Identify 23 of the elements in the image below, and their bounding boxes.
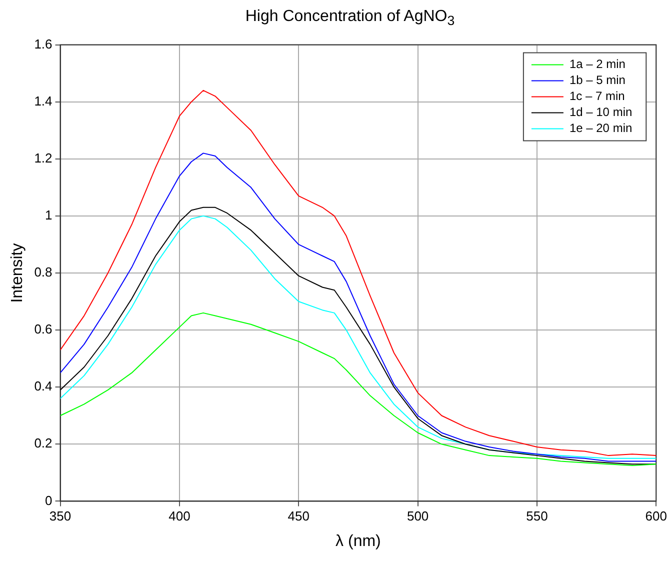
legend-label: 1e – 20 min <box>569 121 632 136</box>
y-tick-label: 1 <box>45 208 52 223</box>
x-axis-title: λ (nm) <box>336 532 381 550</box>
y-tick-label: 0.4 <box>34 378 52 394</box>
y-tick-label: 0.8 <box>34 264 52 280</box>
y-tick-label: 0.6 <box>34 322 52 337</box>
legend-label: 1d – 10 min <box>569 105 632 120</box>
x-tick-label: 450 <box>288 508 310 524</box>
y-tick-label: 1.4 <box>34 93 52 108</box>
y-tick-label: 0 <box>45 492 52 508</box>
y-tick-label: 0.2 <box>34 436 52 451</box>
legend-label: 1a – 2 min <box>569 57 626 72</box>
chart-title: High Concentration of AgNO$_{3}$ <box>244 7 456 30</box>
x-tick-label: 550 <box>526 508 548 524</box>
x-tick-label: 500 <box>406 508 429 524</box>
y-tick-label: 1.2 <box>34 150 52 166</box>
x-tick-label: 400 <box>168 508 190 524</box>
x-tick-label: 600 <box>645 508 668 524</box>
legend-label: 1b – 5 min <box>569 73 626 88</box>
x-tick-label: 350 <box>49 508 72 524</box>
y-axis-title: Intensity <box>9 243 26 303</box>
y-tick-label: 1.6 <box>34 36 52 52</box>
legend-label: 1c – 7 min <box>569 89 625 104</box>
